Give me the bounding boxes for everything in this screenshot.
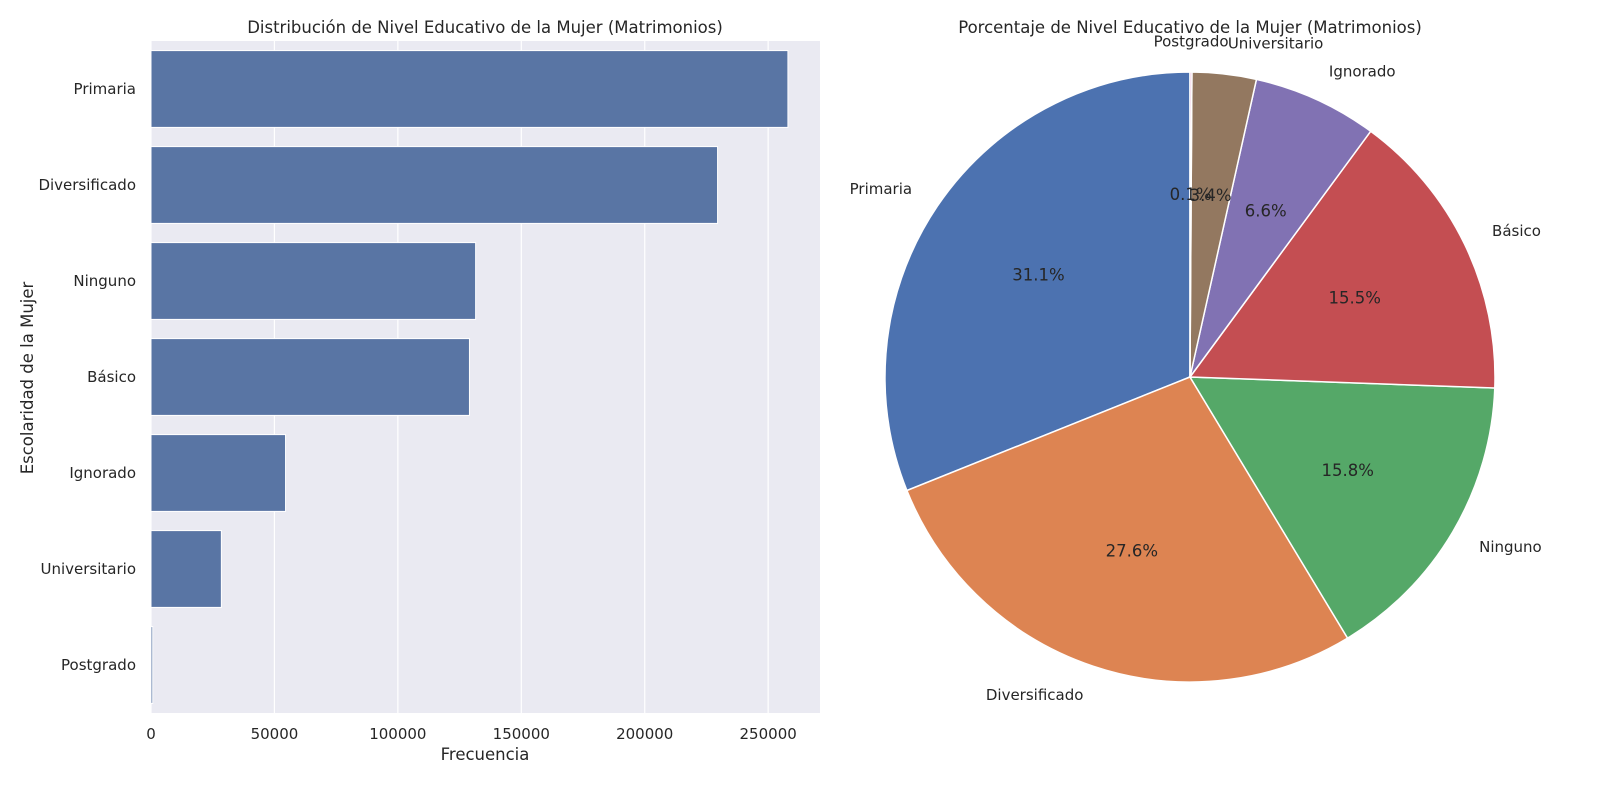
pie-category-label: Universitario <box>1228 35 1324 53</box>
x-tick-label: 150000 <box>493 725 550 743</box>
pie-slices <box>884 71 1496 683</box>
x-tick-label: 50000 <box>251 725 299 743</box>
bar-diversificado <box>150 146 719 224</box>
pie-percent-label: 6.6% <box>1245 201 1287 220</box>
pie-category-label: Ninguno <box>1479 538 1542 556</box>
bar-primaria <box>150 50 789 128</box>
bar-y-axis-label: Escolaridad de la Mujer <box>18 281 37 474</box>
y-tick-label: Básico <box>87 368 136 386</box>
x-tick-label: 200000 <box>616 725 673 743</box>
bar-ignorado <box>150 434 287 512</box>
pie-percent-label: 15.8% <box>1322 461 1374 480</box>
y-tick-label: Diversificado <box>38 176 136 194</box>
pie-percent-label: 31.1% <box>1012 265 1064 284</box>
pie-chart-title: Porcentaje de Nivel Educativo de la Muje… <box>958 18 1422 37</box>
bar-chart-title: Distribución de Nivel Educativo de la Mu… <box>247 18 723 37</box>
bar-ninguno <box>150 242 477 320</box>
y-tick-label: Primaria <box>74 80 136 98</box>
pie-percent-label: 15.5% <box>1329 288 1381 307</box>
pie-percent-label: 27.6% <box>1106 542 1158 561</box>
pie-percent-label: 0.1% <box>1170 185 1212 204</box>
bar-series <box>150 50 789 704</box>
bar-x-tick-labels: 0 50000 100000 150000 200000 250000 <box>146 725 797 743</box>
pie-slice-ignorado <box>1189 78 1372 378</box>
pie-chart: Primaria 31.1% Diversificado 27.6% Ninguno 15… <box>850 18 1542 704</box>
bar-postgrado <box>150 626 154 704</box>
x-tick-label: 0 <box>146 725 156 743</box>
y-tick-label: Postgrado <box>61 656 136 674</box>
bar-basico <box>150 338 470 416</box>
pie-slice-diversificado <box>905 376 1349 683</box>
pie-slice-postgrado <box>1189 71 1193 378</box>
y-tick-label: Ninguno <box>73 272 136 290</box>
pie-category-label: Básico <box>1492 222 1541 240</box>
bar-universitario <box>150 530 222 608</box>
y-tick-label: Ignorado <box>69 464 136 482</box>
pie-slice-primaria <box>884 71 1191 492</box>
pie-category-label: Postgrado <box>1154 33 1229 51</box>
bar-category-labels: Primaria Diversificado Ninguno Básico Ignora… <box>38 80 136 674</box>
x-tick-label: 250000 <box>740 725 797 743</box>
pie-category-label: Diversificado <box>986 686 1084 704</box>
bar-x-axis-label: Frecuencia <box>441 745 530 764</box>
x-tick-label: 100000 <box>369 725 426 743</box>
pie-category-label: Ignorado <box>1329 63 1396 81</box>
pie-slice-basico <box>1188 130 1496 389</box>
pie-slice-ninguno <box>1188 376 1496 640</box>
pie-labels: Primaria 31.1% Diversificado 27.6% Ninguno 15… <box>850 33 1542 705</box>
pie-percent-label: 3.4% <box>1190 186 1232 205</box>
pie-category-label: Primaria <box>850 180 912 198</box>
bar-chart: Primaria Diversificado Ninguno Básico Ignora… <box>18 18 820 764</box>
y-tick-label: Universitario <box>41 560 137 578</box>
